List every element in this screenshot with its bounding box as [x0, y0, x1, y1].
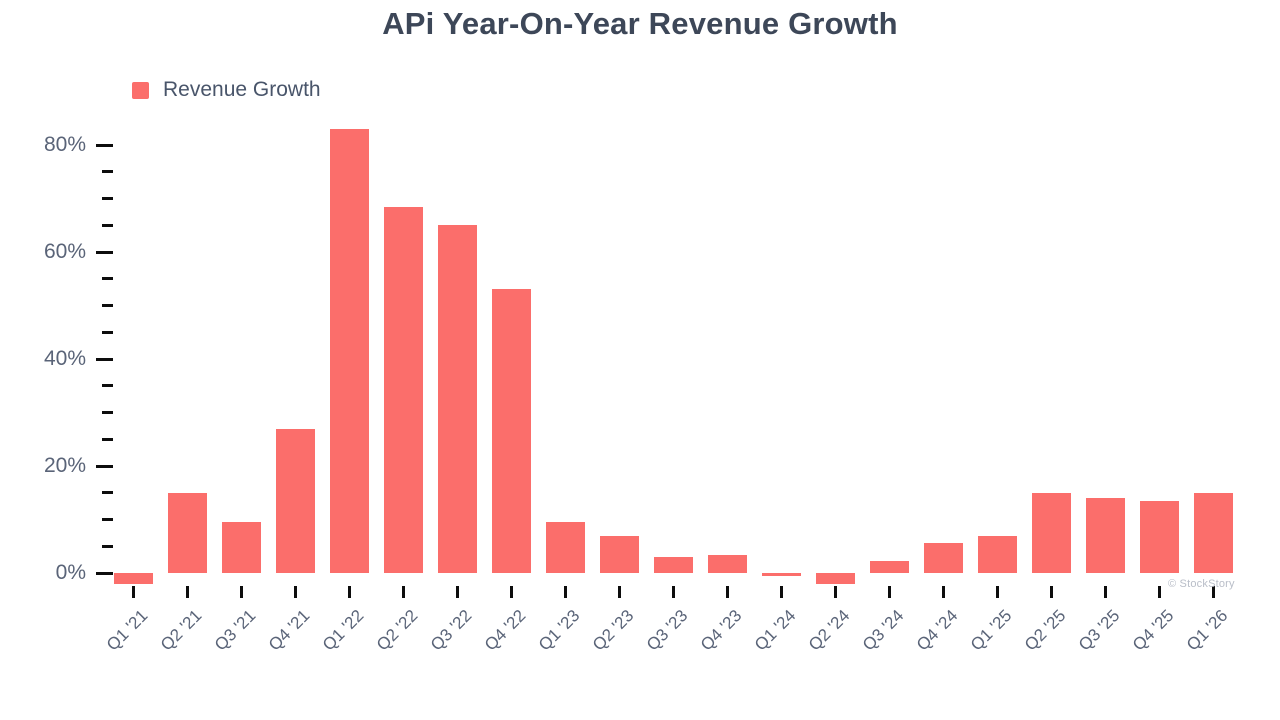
x-axis-tick-label: Q3 '25: [1074, 606, 1123, 655]
x-axis-tick-label: Q1 '26: [1182, 606, 1231, 655]
bar[interactable]: [384, 206, 423, 573]
bar[interactable]: [1194, 492, 1233, 573]
x-axis-tick: [456, 586, 459, 598]
x-axis-tick-label: Q3 '21: [210, 606, 259, 655]
x-axis-tick: [348, 586, 351, 598]
bar[interactable]: [1086, 498, 1125, 573]
y-axis-minor-tick: [102, 491, 113, 495]
bar[interactable]: [546, 522, 585, 573]
x-axis-tick: [564, 586, 567, 598]
y-axis-minor-tick: [102, 277, 113, 281]
x-axis-tick: [510, 586, 513, 598]
page-title: APi Year-On-Year Revenue Growth: [382, 6, 898, 41]
x-axis-tick: [618, 586, 621, 598]
x-axis-tick: [834, 586, 837, 598]
x-axis-tick-label: Q4 '25: [1128, 606, 1177, 655]
y-axis-minor-tick: [102, 518, 113, 521]
x-axis-tick: [726, 586, 729, 598]
bar[interactable]: [1032, 492, 1071, 573]
bar[interactable]: [654, 556, 693, 573]
x-axis-tick-label: Q2 '24: [804, 606, 853, 655]
y-axis-minor-tick: [102, 544, 113, 548]
bar[interactable]: [168, 492, 207, 573]
x-axis-tick: [780, 586, 783, 598]
x-axis-tick: [240, 586, 243, 598]
bar[interactable]: [492, 289, 531, 573]
bar[interactable]: [330, 128, 369, 573]
bar[interactable]: [222, 522, 261, 573]
x-axis-tick: [888, 586, 891, 598]
x-axis-tick-label: Q1 '21: [102, 606, 151, 655]
x-axis-tick: [672, 586, 675, 598]
watermark: © StockStory: [1168, 578, 1235, 590]
bar[interactable]: [114, 573, 153, 584]
x-axis-tick-label: Q2 '21: [156, 606, 205, 655]
bar[interactable]: [924, 543, 963, 573]
x-axis-tick: [186, 586, 189, 598]
bar[interactable]: [762, 573, 801, 576]
y-axis-minor-tick: [102, 330, 113, 334]
legend-item-label: Revenue Growth: [163, 78, 321, 101]
x-axis-tick: [1050, 586, 1053, 598]
y-axis-minor-tick: [102, 411, 113, 414]
y-axis-tick-label: 0%: [55, 561, 86, 584]
y-axis-minor-tick: [102, 384, 113, 388]
x-axis-tick: [942, 586, 945, 598]
x-axis-tick-label: Q3 '22: [426, 606, 475, 655]
y-axis-minor-tick: [102, 437, 113, 441]
x-axis-tick: [294, 586, 297, 598]
x-axis-tick-label: Q3 '24: [858, 606, 907, 655]
x-axis-tick-label: Q2 '25: [1020, 606, 1069, 655]
bar[interactable]: [708, 555, 747, 573]
x-axis-tick-label: Q4 '22: [480, 606, 529, 655]
y-axis-major-tick: [96, 464, 113, 468]
bar[interactable]: [978, 535, 1017, 573]
y-axis-minor-tick: [102, 170, 113, 174]
bar[interactable]: [870, 560, 909, 573]
y-axis-minor-tick: [102, 304, 113, 307]
chart-legend: Revenue Growth: [132, 78, 321, 102]
x-axis-tick: [132, 586, 135, 598]
x-axis-tick-label: Q2 '23: [588, 606, 637, 655]
y-axis-tick-label: 40%: [43, 347, 86, 370]
y-axis-tick-label: 60%: [43, 240, 86, 263]
y-axis-minor-tick: [102, 197, 113, 200]
legend-color-swatch: [132, 81, 149, 99]
x-axis-tick: [1158, 586, 1161, 598]
x-axis-tick-label: Q3 '23: [642, 606, 691, 655]
y-axis-major-tick: [96, 143, 113, 147]
y-axis-major-tick: [96, 250, 113, 254]
bar[interactable]: [1140, 500, 1179, 573]
x-axis-tick: [1212, 586, 1215, 598]
x-axis-tick-label: Q1 '23: [534, 606, 583, 655]
bar[interactable]: [600, 535, 639, 573]
x-axis-tick: [996, 586, 999, 598]
x-axis-tick-label: Q2 '22: [372, 606, 421, 655]
x-axis-tick-label: Q1 '25: [966, 606, 1015, 655]
bar[interactable]: [816, 573, 855, 584]
x-axis-tick-label: Q1 '24: [750, 606, 799, 655]
x-axis-tick-label: Q4 '21: [264, 606, 313, 655]
y-axis-minor-tick: [102, 223, 113, 227]
x-axis-tick-label: Q4 '23: [696, 606, 745, 655]
y-axis-tick-label: 20%: [43, 454, 86, 477]
y-axis-major-tick: [96, 571, 113, 575]
x-axis-tick-label: Q1 '22: [318, 606, 367, 655]
bar[interactable]: [438, 225, 477, 573]
x-axis-tick-label: Q4 '24: [912, 606, 961, 655]
bar[interactable]: [276, 428, 315, 573]
y-axis-major-tick: [96, 357, 113, 361]
x-axis-tick: [402, 586, 405, 598]
y-axis-tick-label: 80%: [43, 133, 86, 156]
x-axis-tick: [1104, 586, 1107, 598]
